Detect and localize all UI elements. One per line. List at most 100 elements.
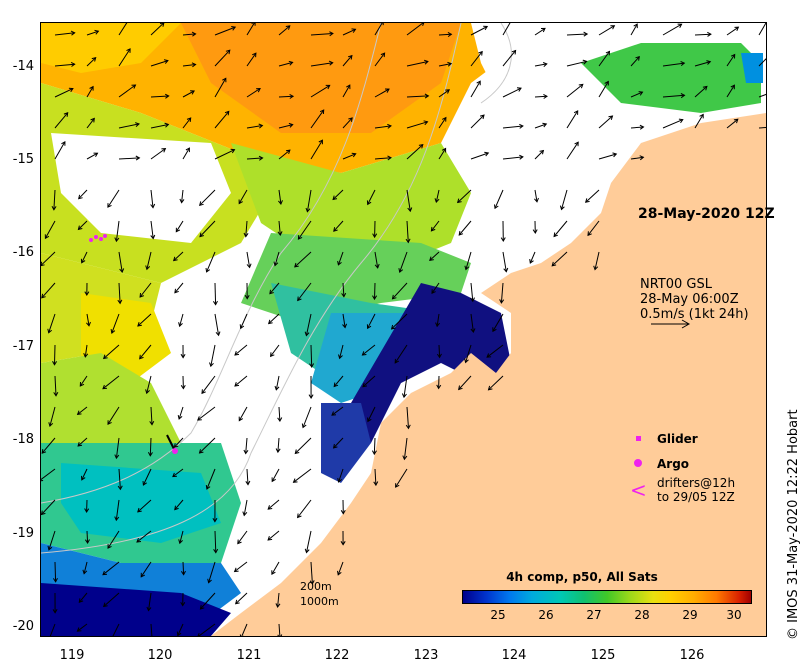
current-vector-head xyxy=(500,237,506,242)
glider-track xyxy=(166,434,178,454)
current-vector-head xyxy=(342,323,348,329)
current-vector-head xyxy=(239,634,245,636)
current-vector-head xyxy=(242,511,248,517)
current-vector-head xyxy=(374,263,380,269)
current-vector-arrow xyxy=(470,26,488,36)
current-vector-head xyxy=(213,548,219,554)
current-vector-arrow xyxy=(44,220,56,239)
current-vector-head xyxy=(161,148,167,153)
current-vector-head xyxy=(77,225,83,231)
current-vector-head xyxy=(107,544,112,549)
current-vector-arrow xyxy=(630,126,644,129)
current-vector-arrow xyxy=(492,313,504,332)
current-vector-head xyxy=(185,147,190,153)
current-vector-head xyxy=(197,633,200,636)
current-vector-arrow xyxy=(278,95,294,98)
current-vector-head xyxy=(494,204,499,210)
current-vector-arrow xyxy=(726,54,736,67)
current-vector-head xyxy=(367,417,372,423)
current-vector-head xyxy=(237,539,242,545)
current-vector-head xyxy=(337,570,342,576)
current-vector-head xyxy=(366,324,372,330)
current-vector-arrow xyxy=(342,282,345,297)
current-vector-arrow xyxy=(306,530,312,553)
current-vector-head xyxy=(429,256,434,262)
current-vector-arrow xyxy=(149,437,152,456)
current-vector-arrow xyxy=(118,84,136,98)
current-vector-head xyxy=(142,481,147,486)
current-vector-arrow xyxy=(534,63,547,67)
current-vector-head xyxy=(225,49,231,55)
current-vector-arrow xyxy=(438,344,441,358)
current-vector-arrow xyxy=(118,48,131,67)
current-vector-head xyxy=(534,197,539,203)
current-vector-arrow xyxy=(139,282,152,298)
current-vector-arrow xyxy=(278,25,291,36)
current-vector-arrow xyxy=(470,51,483,67)
current-vector-arrow xyxy=(214,111,230,129)
current-vector-head xyxy=(308,394,314,399)
current-vector-head xyxy=(457,198,462,204)
current-vector-arrow xyxy=(270,344,280,357)
current-vector-head xyxy=(186,117,192,122)
current-vector-arrow xyxy=(81,468,88,481)
current-vector-arrow xyxy=(179,530,184,544)
current-vector-arrow xyxy=(86,152,98,160)
current-vector-arrow xyxy=(395,468,408,488)
current-vector-arrow xyxy=(399,251,408,273)
current-vector-arrow xyxy=(246,23,255,36)
current-vector-head xyxy=(309,363,315,368)
current-vector-arrow xyxy=(694,33,711,36)
current-vector-arrow xyxy=(182,33,196,36)
current-vector-head xyxy=(209,362,214,368)
colorbar-tick: 30 xyxy=(726,608,742,622)
current-vector-head xyxy=(458,230,464,236)
current-vector-head xyxy=(251,23,256,26)
current-vector-arrow xyxy=(54,141,66,160)
current-vector-arrow xyxy=(197,406,216,421)
current-vector-arrow xyxy=(553,220,568,237)
current-vector-arrow xyxy=(278,623,281,636)
current-vector-head xyxy=(292,478,298,483)
current-vector-arrow xyxy=(534,150,544,160)
current-vector-head xyxy=(582,59,588,65)
colorbar-tick: 27 xyxy=(586,608,602,622)
current-vector-arrow xyxy=(494,189,504,209)
current-vector-head xyxy=(252,52,257,58)
current-vector-arrow xyxy=(48,530,56,550)
current-vector-arrow xyxy=(115,220,120,242)
vector-time-label: 28-May 06:00Z xyxy=(640,292,739,307)
current-vector-head xyxy=(542,122,548,128)
lat-tick-label: -14 xyxy=(12,59,34,74)
date-label: 28-May-2020 12Z xyxy=(638,206,775,222)
current-vector-head xyxy=(319,109,325,115)
current-vector-head xyxy=(199,201,204,206)
current-vector-head xyxy=(479,114,485,120)
current-vectors xyxy=(41,23,766,636)
current-vector-arrow xyxy=(585,189,600,203)
current-vector-head xyxy=(76,410,82,416)
current-vector-arrow xyxy=(174,437,184,448)
current-vector-head xyxy=(499,299,505,304)
current-vector-arrow xyxy=(107,530,120,549)
current-vector-arrow xyxy=(146,251,152,270)
current-vector-arrow xyxy=(694,61,711,67)
current-vector-head xyxy=(179,198,185,204)
colorbar-tick: 25 xyxy=(490,608,506,622)
current-vector-arrow xyxy=(297,282,312,301)
current-vector-head xyxy=(366,200,372,206)
current-vector-arrow xyxy=(566,84,584,98)
current-vector-arrow xyxy=(758,23,766,36)
current-vector-arrow xyxy=(342,313,346,328)
current-vector-arrow xyxy=(246,157,263,160)
current-vector-head xyxy=(267,505,273,510)
current-vector-arrow xyxy=(339,344,344,359)
current-vector-head xyxy=(267,319,273,325)
current-vector-arrow xyxy=(394,344,408,364)
current-vector-arrow xyxy=(78,592,88,603)
current-vector-head xyxy=(516,87,522,92)
current-vector-head xyxy=(191,31,197,37)
current-vector-head xyxy=(180,570,186,576)
current-vector-arrow xyxy=(115,437,120,459)
current-vector-arrow xyxy=(598,25,615,36)
